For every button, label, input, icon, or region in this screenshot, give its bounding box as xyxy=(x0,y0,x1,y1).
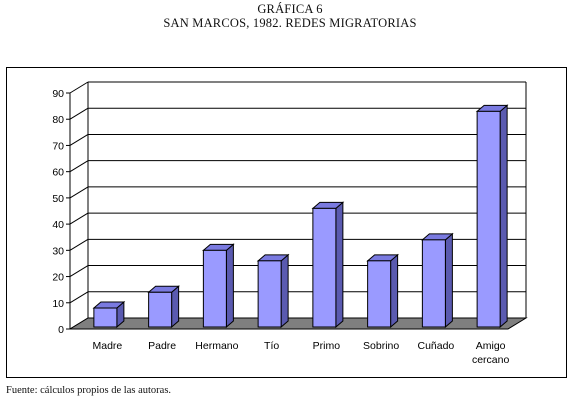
y-tick-label: 70 xyxy=(52,140,64,152)
gridline-side xyxy=(69,291,89,304)
y-tick-label: 20 xyxy=(52,272,64,284)
bar-side xyxy=(444,232,453,329)
x-tick-label: Primo xyxy=(313,340,341,352)
bar xyxy=(476,110,501,328)
x-tick-label: Padre xyxy=(148,340,176,352)
y-tick-label: 80 xyxy=(52,114,64,126)
bar-side xyxy=(280,253,289,329)
chart-title-line1: GRÁFICA 6 xyxy=(257,2,323,16)
x-tick-label: Cuñado xyxy=(417,340,454,352)
y-tick-label: 0 xyxy=(58,324,64,336)
y-tick-label: 10 xyxy=(52,298,64,310)
bar xyxy=(312,207,337,328)
x-tick-label: Sobrino xyxy=(363,340,399,352)
bar-side xyxy=(335,201,344,329)
y-tick-label: 30 xyxy=(52,245,64,257)
chart-floor xyxy=(68,317,528,330)
chart-title-line2: SAN MARCOS, 1982. REDES MIGRATORIAS xyxy=(163,16,417,30)
gridline-side xyxy=(69,212,89,225)
y-tick-label: 40 xyxy=(52,219,64,231)
gridline-side xyxy=(69,107,89,120)
gridline-side xyxy=(69,160,89,173)
bar xyxy=(257,260,282,328)
bar-side xyxy=(225,243,234,329)
source-note: Fuente: cálculos propios de las autoras. xyxy=(6,385,172,396)
x-tick-label: Amigo cercano xyxy=(472,340,510,366)
gridline-side xyxy=(69,81,89,94)
x-tick-label: Hermano xyxy=(195,340,238,352)
bar xyxy=(421,239,446,328)
bar-side xyxy=(390,253,399,329)
x-tick-label: Tío xyxy=(264,340,279,352)
gridline-side xyxy=(69,134,89,146)
bar xyxy=(93,307,118,328)
gridline-side xyxy=(69,186,89,199)
y-tick-label: 90 xyxy=(52,88,64,100)
x-tick-label: Madre xyxy=(92,340,122,352)
bar xyxy=(367,260,392,328)
bar-side xyxy=(499,104,508,329)
bar xyxy=(202,249,227,328)
y-tick-label: 50 xyxy=(52,193,64,205)
chart-frame xyxy=(6,67,567,378)
gridline-side xyxy=(69,238,89,251)
y-tick-label: 60 xyxy=(52,167,64,179)
gridline-side xyxy=(69,265,89,277)
bar-side xyxy=(171,285,180,329)
bar xyxy=(148,291,173,328)
